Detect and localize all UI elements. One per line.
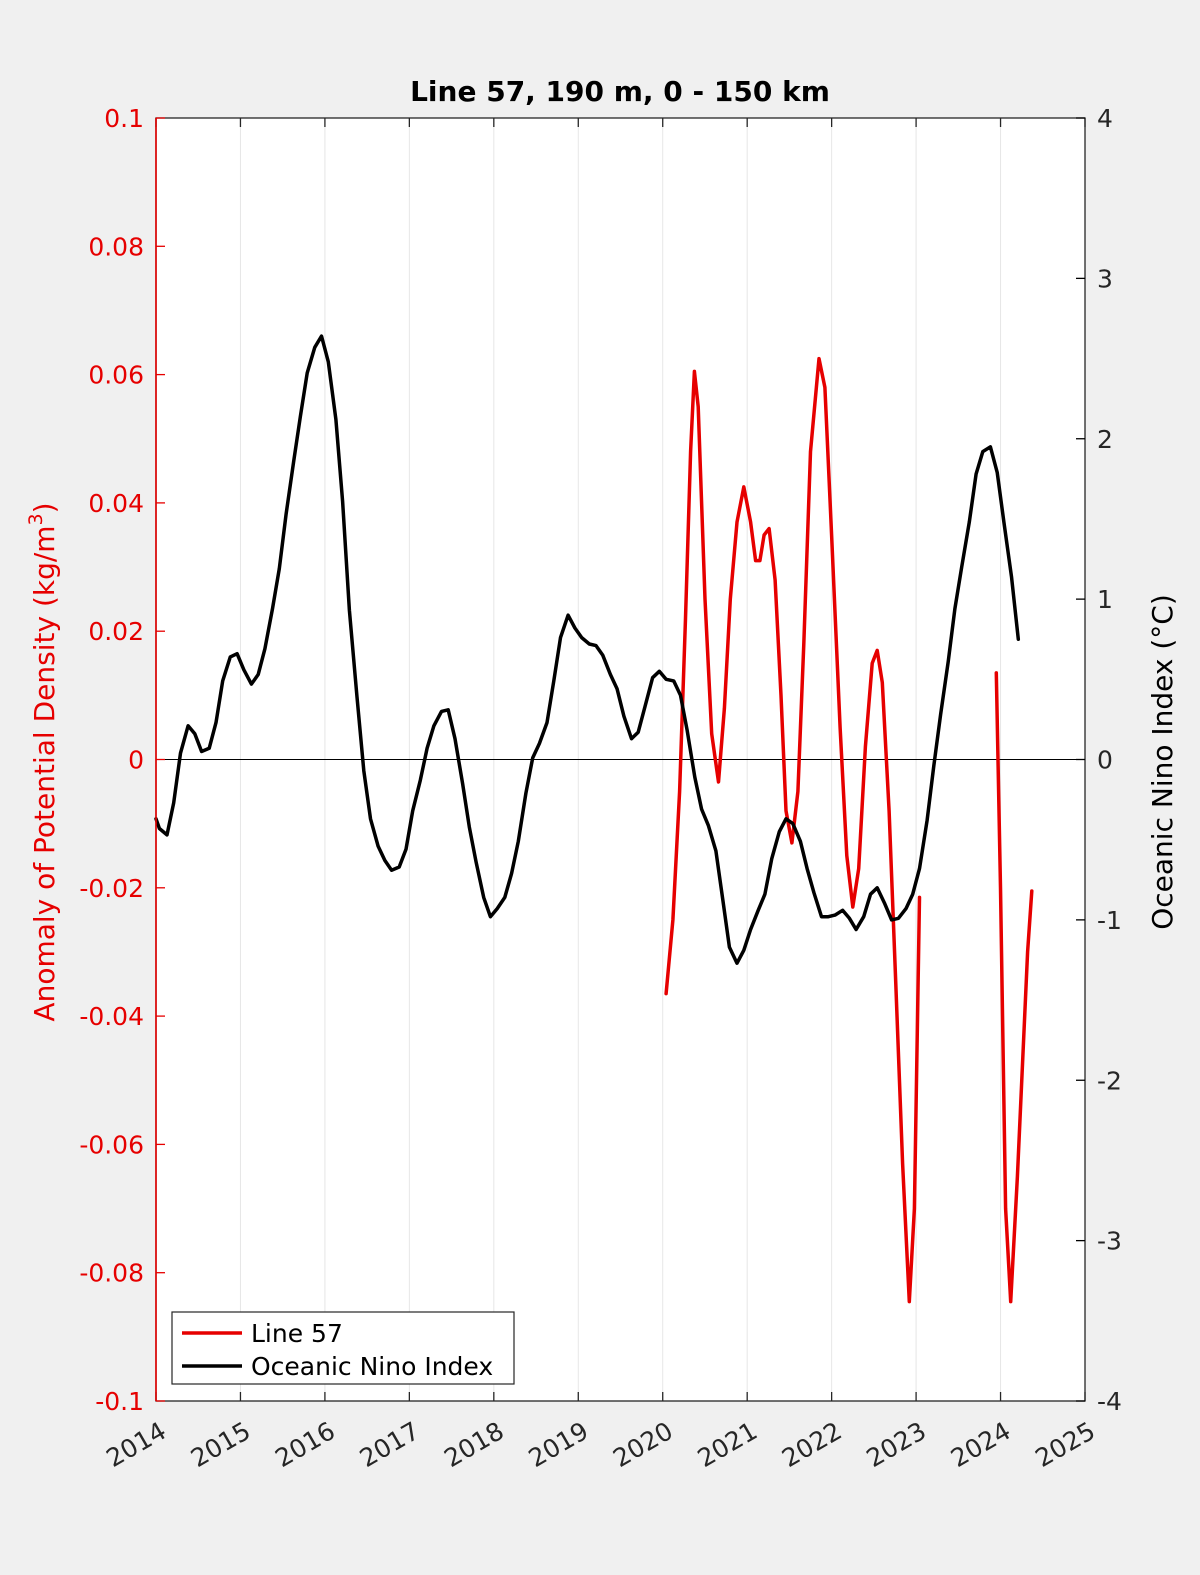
legend: Line 57 Oceanic Nino Index (171, 1311, 515, 1385)
y-left-tick-label-8: 0.06 (88, 361, 144, 390)
y-right-tick-label-3: -1 (1097, 906, 1122, 935)
y-left-tick-label-5: 0 (128, 746, 144, 775)
y-left-tick-label-10: 0.1 (104, 104, 144, 133)
y-left-axis-label-superscript: 3 (25, 513, 47, 525)
y-right-tick-label-5: 1 (1097, 585, 1113, 614)
y-right-tick-label-4: 0 (1097, 746, 1113, 775)
y-left-axis-label-close: ) (28, 502, 61, 513)
y-right-axis-label: Oceanic Nino Index (°C) (1146, 594, 1179, 930)
y-left-tick-label-1: -0.08 (79, 1259, 144, 1288)
y-left-tick-label-0: -0.1 (95, 1387, 144, 1416)
y-left-tick-label-3: -0.04 (79, 1002, 144, 1031)
series-group (154, 334, 1034, 1304)
chart-title: Line 57, 190 m, 0 - 150 km (410, 75, 830, 108)
y-left-tick-label-6: 0.02 (88, 617, 144, 646)
y-left-axis-label-text: Anomaly of Potential Density (kg/m (28, 525, 61, 1021)
legend-label-line-57: Line 57 (251, 1319, 343, 1348)
y-right-tick-label-6: 2 (1097, 425, 1113, 454)
y-right-tick-label-1: -3 (1097, 1227, 1122, 1256)
legend-box (171, 1311, 515, 1385)
y-left-tick-label-2: -0.06 (79, 1130, 144, 1159)
y-left-tick-label-7: 0.04 (88, 489, 144, 518)
series-line-line-57-segment-0 (664, 356, 922, 1304)
y-right-tick-label-8: 4 (1097, 104, 1113, 133)
y-left-tick-label-9: 0.08 (88, 232, 144, 261)
y-left-axis-label: Anomaly of Potential Density (kg/m3) (25, 502, 61, 1021)
series-line-oceanic-nino-index-segment-0 (154, 334, 1021, 965)
y-left-tick-label-4: -0.02 (79, 874, 144, 903)
y-right-tick-label-2: -2 (1097, 1066, 1122, 1095)
y-right-tick-label-0: -4 (1097, 1387, 1122, 1416)
series-line-line-57-segment-1 (994, 671, 1034, 1304)
legend-label-oni: Oceanic Nino Index (251, 1352, 493, 1381)
y-right-tick-label-7: 3 (1097, 264, 1113, 293)
